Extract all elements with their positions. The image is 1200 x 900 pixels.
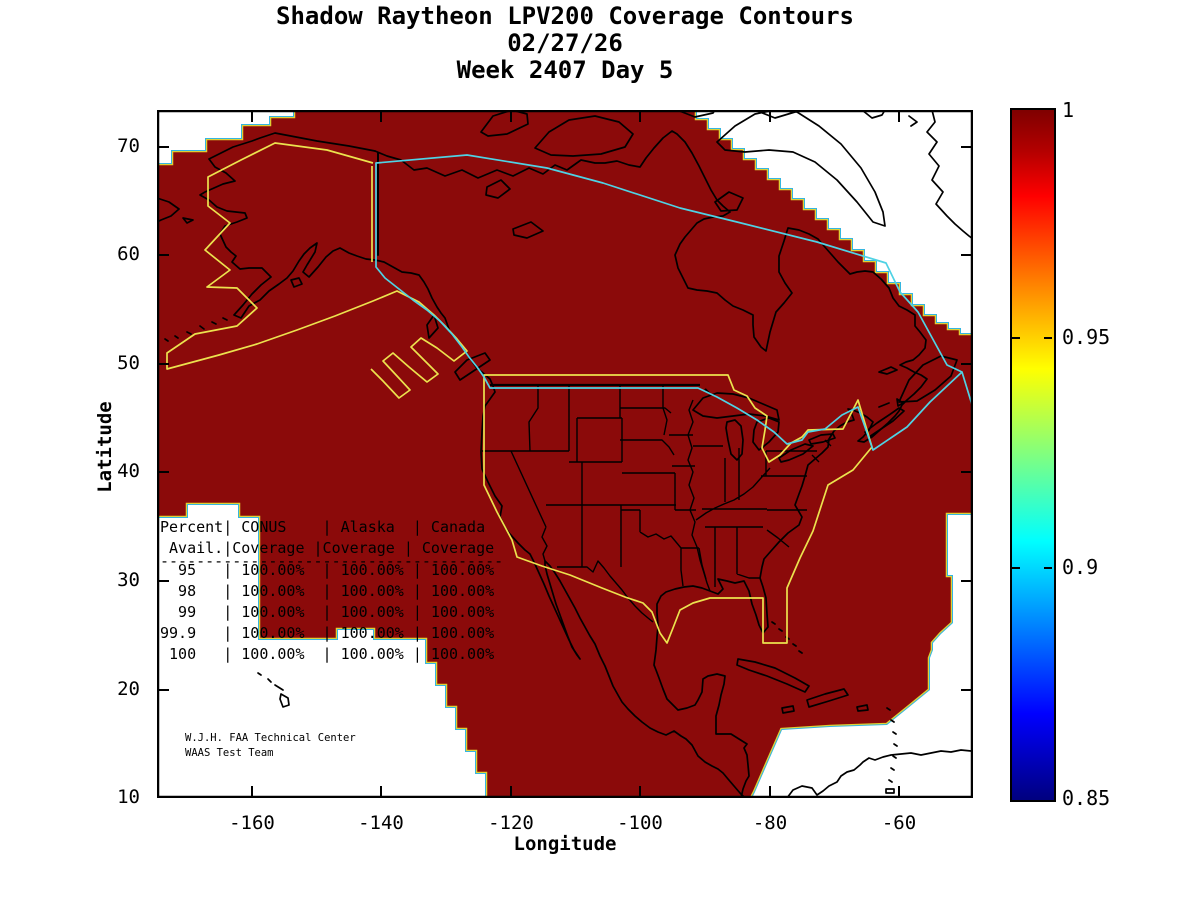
coverage-table-separator: -------------------------------------- [160,552,504,570]
coverage-table-row: 99.9 | 100.00% | 100.00% | 100.00% [160,624,495,642]
coverage-table-row: 98 | 100.00% | 100.00% | 100.00% [160,582,495,600]
coverage-table-header: Percent| CONUS | Alaska | Canada [160,518,486,536]
y-tick-label: 40 [117,460,140,482]
y-tick-label: 60 [117,243,140,265]
x-tick-label: -140 [358,812,404,834]
state-borders [482,383,832,623]
y-tick-label: 10 [117,786,140,808]
axes-frame [157,110,973,798]
x-tick-label: -160 [229,812,275,834]
colorbar-tick-label: 0.9 [1062,555,1099,579]
colorbar-tick [1012,567,1020,569]
plot-week-day: Week 2407 Day 5 [456,56,674,84]
credit-line: W.J.H. FAA Technical Center [185,732,356,744]
coverage-table-row: 100 | 100.00% | 100.00% | 100.00% [160,645,495,663]
coverage-table-row: 95 | 100.00% | 100.00% | 100.00% [160,561,495,579]
y-tick-label: 50 [117,352,140,374]
colorbar-tick [1044,337,1052,339]
y-tick-label: 20 [117,678,140,700]
y-tick-label: 70 [117,135,140,157]
no-data-regions [157,110,973,798]
colorbar-tick [1012,337,1020,339]
coverage-map [157,110,973,798]
plot-date: 02/27/26 [507,29,623,57]
y-axis-label: Latitude [94,401,116,493]
colorbar [1010,108,1056,802]
plot-title: Shadow Raytheon LPV200 Coverage Contours [276,2,854,30]
axis-ticks [157,110,973,798]
x-tick-label: -100 [617,812,663,834]
coverage-table-header: Avail.|Coverage |Coverage | Coverage [160,539,495,557]
x-axis-label: Longitude [513,833,617,855]
y-tick-label: 30 [117,569,140,591]
colorbar-tick [1044,567,1052,569]
x-tick-label: -120 [488,812,534,834]
conus-alaska-boundary [166,142,873,644]
colorbar-tick-label: 0.85 [1062,786,1111,810]
credit-line: WAAS Test Team [185,747,274,759]
x-tick-label: -80 [752,812,788,834]
coverage-table-row: 99 | 100.00% | 100.00% | 100.00% [160,603,495,621]
canada-boundary [375,154,973,451]
colorbar-tick-label: 0.95 [1062,325,1111,349]
x-tick-label: -60 [881,812,917,834]
colorbar-tick-label: 1 [1062,98,1075,122]
coastlines [157,110,973,798]
